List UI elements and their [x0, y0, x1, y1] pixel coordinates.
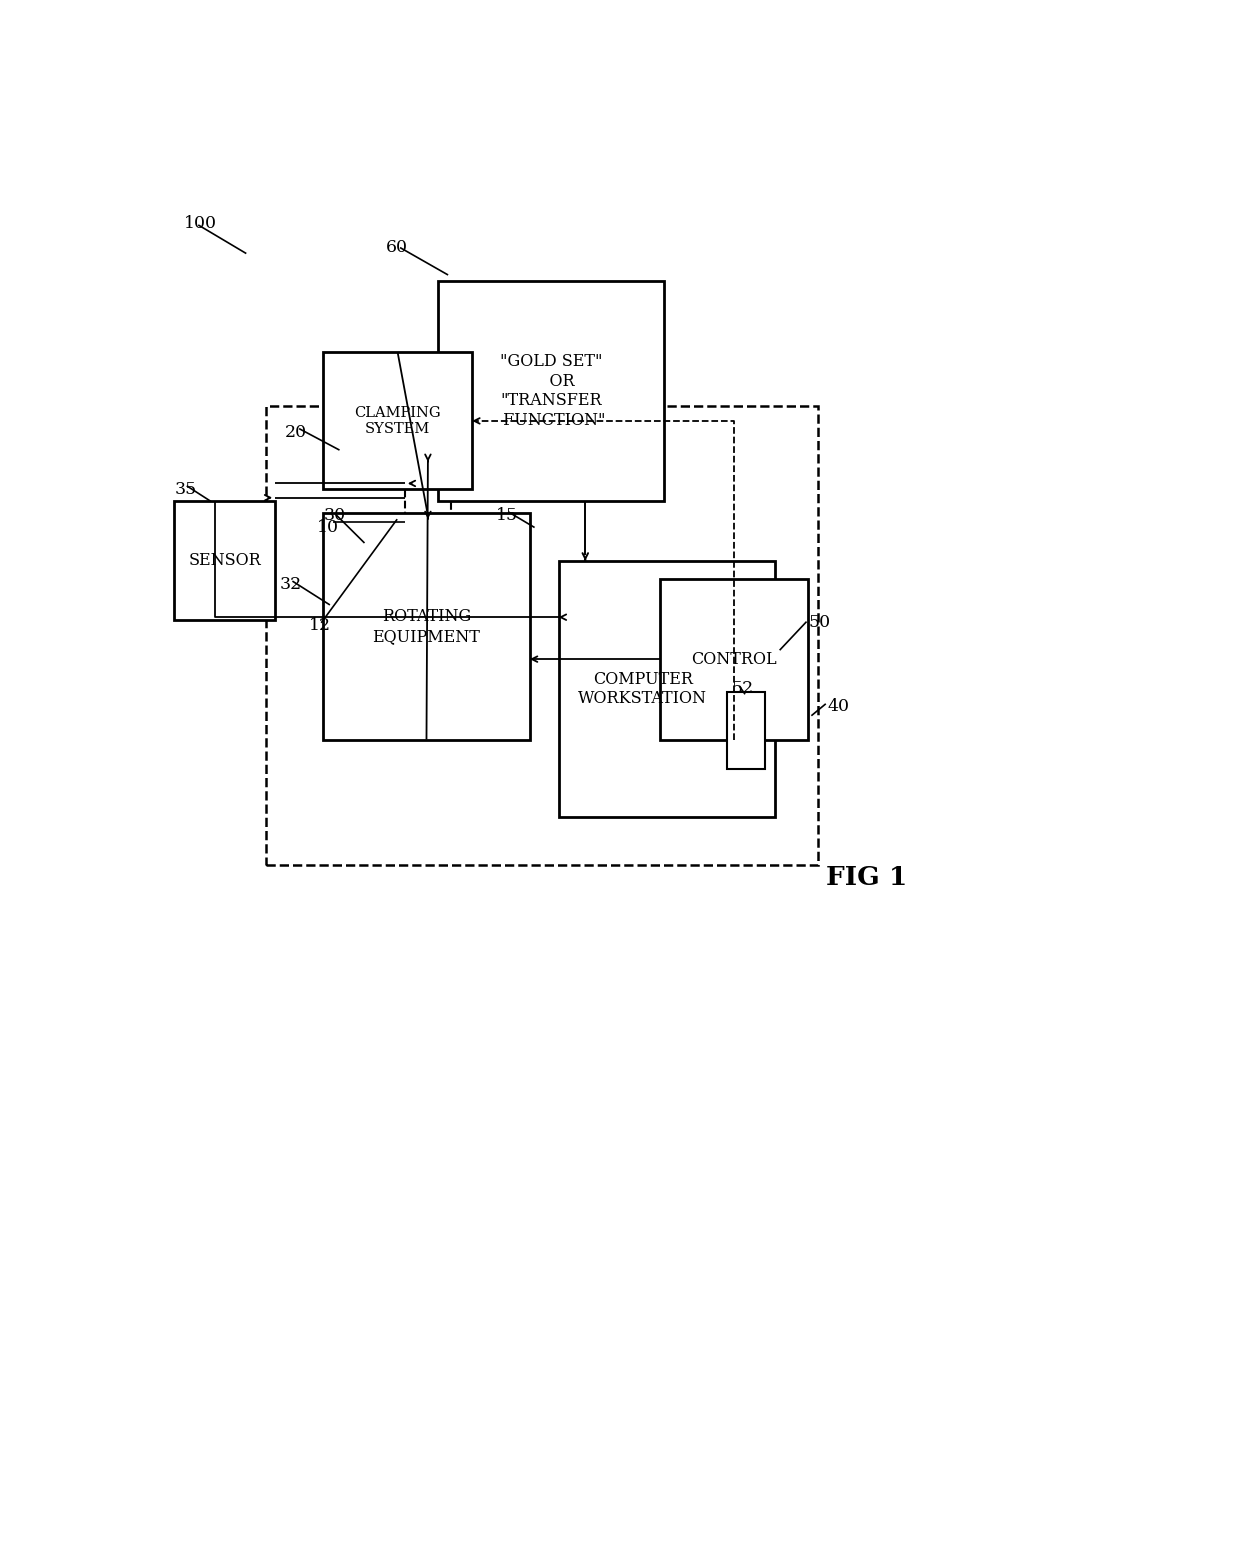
Bar — [265, 405, 818, 865]
Bar — [324, 514, 529, 739]
Text: "GOLD SET"
    OR
"TRANSFER
 FUNCTION": "GOLD SET" OR "TRANSFER FUNCTION" — [497, 353, 605, 429]
Text: 20: 20 — [285, 424, 306, 441]
Text: COMPUTER
WORKSTATION: COMPUTER WORKSTATION — [578, 670, 707, 707]
Bar — [558, 562, 775, 817]
Bar — [404, 463, 451, 520]
Text: 30: 30 — [324, 507, 345, 524]
Text: 12: 12 — [309, 617, 331, 634]
Text: 100: 100 — [184, 215, 217, 232]
Text: 60: 60 — [386, 240, 408, 257]
Text: FIG 1: FIG 1 — [826, 865, 906, 890]
Bar — [660, 579, 808, 739]
Text: 52: 52 — [732, 681, 754, 698]
Bar — [174, 501, 275, 620]
Text: 15: 15 — [496, 507, 518, 524]
Text: SENSOR: SENSOR — [188, 552, 262, 569]
Text: 10: 10 — [316, 520, 339, 537]
Text: 50: 50 — [808, 614, 831, 631]
Text: 35: 35 — [174, 481, 196, 498]
Bar — [439, 282, 665, 501]
Text: 32: 32 — [280, 577, 303, 594]
Text: CLAMPING
SYSTEM: CLAMPING SYSTEM — [355, 405, 441, 436]
Text: CONTROL: CONTROL — [691, 651, 776, 668]
Text: ROTATING
EQUIPMENT: ROTATING EQUIPMENT — [372, 608, 480, 645]
Bar — [324, 353, 472, 489]
Text: 40: 40 — [828, 698, 849, 715]
Bar — [727, 692, 765, 769]
